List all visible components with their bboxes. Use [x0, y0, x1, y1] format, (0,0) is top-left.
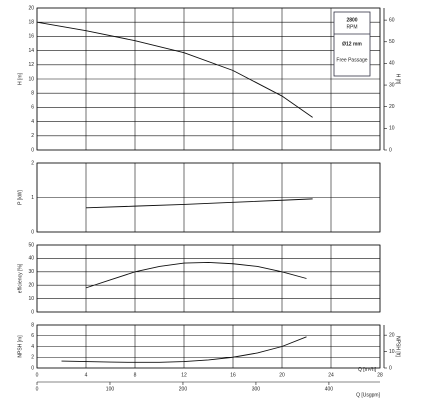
y2-axis-label: H [ft] — [395, 74, 401, 85]
x-tick-label: 12 — [181, 372, 187, 378]
y-tick-label: 8 — [31, 91, 34, 97]
y2-tick-label: 0 — [389, 365, 392, 371]
y2-tick-label: 20 — [389, 333, 395, 339]
plot-frame — [36, 162, 381, 233]
curve — [85, 198, 313, 209]
y-tick-label: 16 — [28, 34, 34, 40]
y-tick-label: 20 — [28, 283, 34, 289]
y-tick-label: 1 — [31, 195, 34, 201]
x-tick-label: 28 — [377, 372, 383, 378]
y2-tick-label: 60 — [389, 17, 395, 23]
plot-frame — [36, 7, 381, 151]
legend-text: RPM — [346, 24, 357, 30]
curve — [61, 336, 307, 363]
curve — [36, 21, 313, 118]
x-axis-label: Q [m³/h] — [358, 367, 377, 373]
y-tick-label: 0 — [31, 365, 34, 371]
x2-tick-label: 300 — [252, 386, 261, 392]
x2-tick-label: 200 — [179, 386, 188, 392]
y2-axis-label: NPSH [ft] — [395, 336, 401, 357]
x2-tick-label: 100 — [106, 386, 115, 392]
y-tick-label: 20 — [28, 5, 34, 11]
y-tick-label: 14 — [28, 48, 34, 54]
x-tick-label: 8 — [134, 372, 137, 378]
curve — [85, 261, 307, 289]
y-tick-label: 0 — [31, 309, 34, 315]
legend-text: Free Passage — [336, 57, 367, 63]
x2-tick-label: 0 — [36, 386, 39, 392]
y-tick-label: 2 — [31, 133, 34, 139]
legend-box — [333, 11, 371, 77]
y-tick-label: 50 — [28, 242, 34, 248]
y-axis-label: P [kW] — [17, 190, 23, 205]
x-tick-label: 20 — [279, 372, 285, 378]
y-tick-label: 6 — [31, 333, 34, 339]
y2-tick-label: 50 — [389, 39, 395, 45]
x-tick-label: 0 — [36, 372, 39, 378]
x2-axis-label: Q [Usgpm] — [356, 392, 381, 398]
y-tick-label: 18 — [28, 20, 34, 26]
y-tick-label: 0 — [31, 147, 34, 153]
y2-tick-label: 20 — [389, 104, 395, 110]
y-tick-label: 40 — [28, 256, 34, 262]
y-tick-label: 2 — [31, 160, 34, 166]
y2-tick-label: 30 — [389, 82, 395, 88]
legend-text: Ø12 mm — [342, 41, 362, 47]
y-tick-label: 0 — [31, 229, 34, 235]
y-axis-label: efficiency [%] — [17, 263, 23, 293]
x-tick-label: 16 — [230, 372, 236, 378]
y-tick-label: 12 — [28, 62, 34, 68]
y2-tick-label: 10 — [389, 349, 395, 355]
x-tick-label: 24 — [328, 372, 334, 378]
y-tick-label: 8 — [31, 322, 34, 328]
y-tick-label: 4 — [31, 344, 34, 350]
y-tick-label: 4 — [31, 119, 34, 125]
y2-tick-label: 0 — [389, 147, 392, 153]
plot-frame — [36, 324, 381, 369]
plot-frame — [36, 244, 381, 313]
y-tick-label: 2 — [31, 355, 34, 361]
y-axis-label: H [m] — [17, 72, 23, 85]
y-tick-label: 10 — [28, 76, 34, 82]
y-tick-label: 30 — [28, 269, 34, 275]
y-tick-label: 6 — [31, 105, 34, 111]
y2-tick-label: 40 — [389, 61, 395, 67]
y2-tick-label: 10 — [389, 126, 395, 132]
y-tick-label: 10 — [28, 296, 34, 302]
y-axis-label: NPSH [m] — [17, 335, 23, 358]
legend-text: 2800 — [346, 17, 357, 23]
x-tick-label: 4 — [85, 372, 88, 378]
x2-tick-label: 400 — [325, 386, 334, 392]
